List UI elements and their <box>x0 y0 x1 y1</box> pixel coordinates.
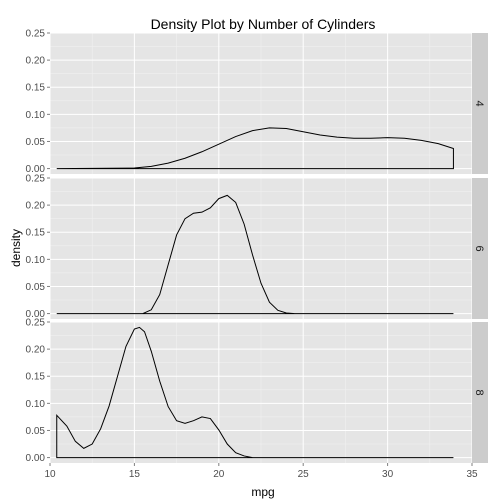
y-tick-label: 0.15 <box>26 228 46 239</box>
x-tick-label: 35 <box>466 469 478 480</box>
y-tick-label: 0.10 <box>26 255 46 266</box>
y-tick-label: 0.00 <box>26 453 46 464</box>
y-tick-label: 0.15 <box>26 372 46 383</box>
y-tick-label: 0.05 <box>26 137 46 148</box>
facets-layer: 0.00 0.05 0.10 0.15 0.20 0.25 4 0.00 0.05 0.10 0.1… <box>26 29 488 465</box>
facet-strip-label: 8 <box>473 389 485 395</box>
chart-title: Density Plot by Number of Cylinders <box>151 16 376 32</box>
y-tick-label: 0.15 <box>26 83 46 94</box>
facet-panel-8: 0.00 0.05 0.10 0.15 0.20 0.25 8 <box>26 318 488 465</box>
y-axis-title: density <box>9 229 23 267</box>
y-tick-label: 0.10 <box>26 110 46 121</box>
y-tick-label: 0.05 <box>26 426 46 437</box>
x-tick-label: 10 <box>44 469 56 480</box>
x-tick-label: 20 <box>213 469 225 480</box>
x-axis-title: mpg <box>251 485 274 499</box>
y-tick-label: 0.20 <box>26 201 46 212</box>
facet-panel-6: 0.000.050.100.150.200.256 <box>26 174 488 321</box>
y-tick-label: 0.20 <box>26 56 46 67</box>
facet-strip-label: 4 <box>473 100 485 106</box>
x-tick-label: 25 <box>298 469 310 480</box>
y-tick-label: 0.05 <box>26 282 46 293</box>
facet-strip-label: 6 <box>473 245 485 251</box>
y-tick-label: 0.25 <box>26 29 46 40</box>
y-tick-label: 0.25 <box>26 174 46 185</box>
x-tick-label: 30 <box>382 469 394 480</box>
y-tick-label: 0.10 <box>26 399 46 410</box>
y-tick-label: 0.20 <box>26 345 46 356</box>
facet-panel-4: 0.000.050.100.150.200.254 <box>26 29 488 176</box>
x-tick-label: 15 <box>129 469 141 480</box>
y-tick-label: 0.25 <box>26 318 46 329</box>
